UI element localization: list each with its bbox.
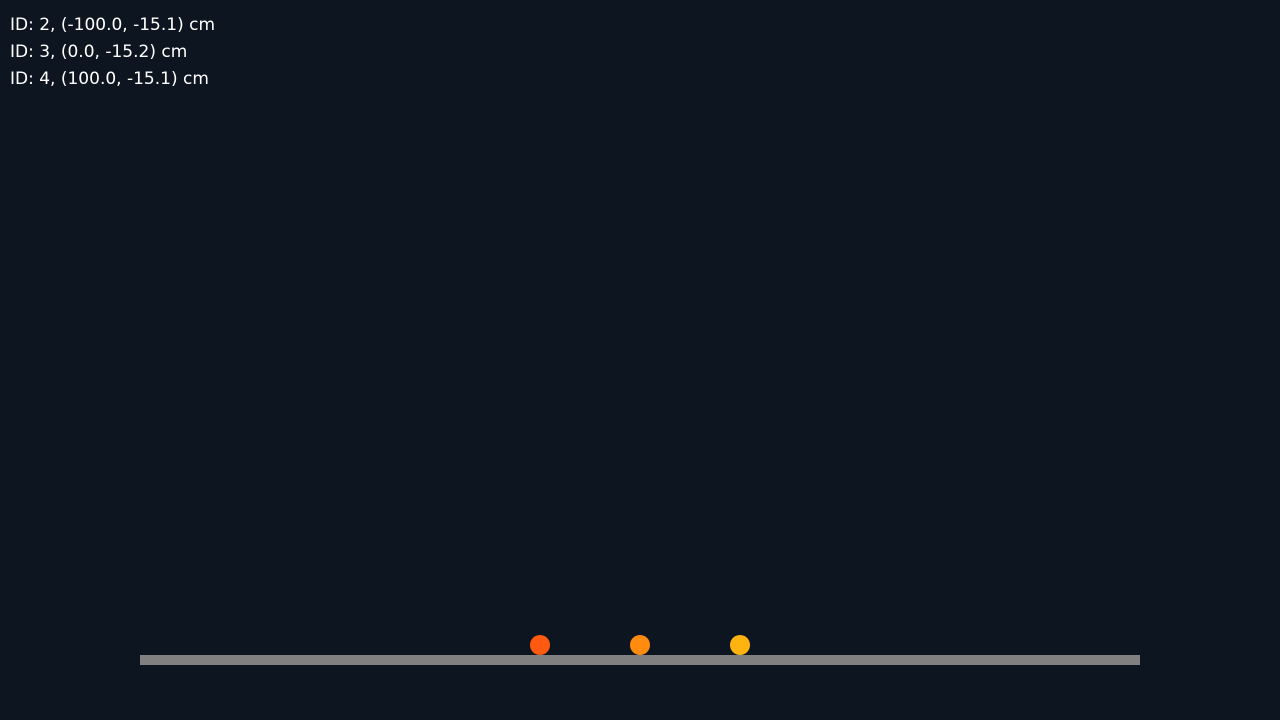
readout-line-id-3: ID: 3, (0.0, -15.2) cm	[10, 42, 188, 62]
ground-platform	[140, 655, 1140, 665]
readout-line-id-4: ID: 4, (100.0, -15.1) cm	[10, 69, 209, 89]
ball-id-3[interactable]	[630, 635, 650, 655]
ball-id-2[interactable]	[530, 635, 550, 655]
ball-id-4[interactable]	[730, 635, 750, 655]
body-position-readout: ID: 2, (-100.0, -15.1) cm ID: 3, (0.0, -…	[10, 12, 215, 93]
readout-line-id-2: ID: 2, (-100.0, -15.1) cm	[10, 15, 216, 35]
